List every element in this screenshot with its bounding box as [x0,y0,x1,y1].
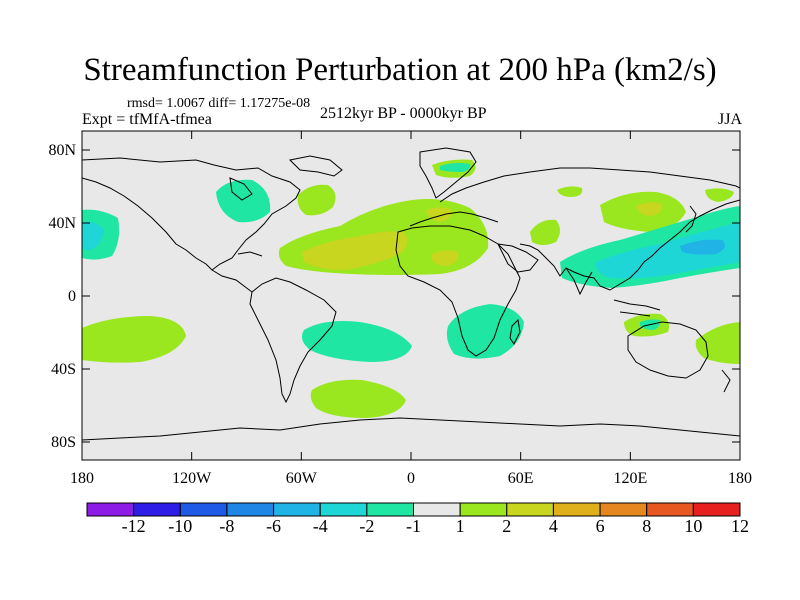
anomaly-greenland-core [440,162,471,172]
statistics-text: rmsd= 1.0067 diff= 1.17275e-08 [127,96,311,111]
anomaly-east-asia-core [636,202,663,216]
coast-east-asia [609,199,740,291]
anomaly-sahara-core [302,231,408,270]
coast-india [565,267,593,296]
coast-antarctica [82,417,740,441]
x-tick-label: 60E [508,470,534,487]
coast-north-america [82,157,301,271]
y-tick-label: 0 [68,288,76,305]
anomaly-pacific-band-deep [680,239,725,255]
colorbar-swatch [179,502,228,517]
colorbar-swatch [506,502,554,517]
x-tick-label: 120E [613,470,647,487]
colorbar-label: 6 [596,516,605,536]
y-tick-label: 80S [51,434,76,451]
colorbar-swatch [552,502,601,517]
coast-madagascar [509,318,521,345]
coast-japan [685,205,697,233]
plot-title: Streamfunction Perturbation at 200 hPa (… [83,52,717,88]
colorbar-swatch [86,502,135,517]
coast-new-zealand [721,369,731,393]
anomaly-arabia [530,219,560,245]
colorbar-label: -4 [313,516,328,536]
anomaly-sahara-core-east [432,250,459,266]
coast-europe-asia [439,167,740,203]
anomaly-south-america [302,321,412,362]
colorbar-swatch [273,502,321,517]
colorbar-label: -1 [406,516,421,536]
colorbar-label: 1 [456,516,465,536]
colorbar-swatch [599,502,648,517]
coast-australia [627,321,709,379]
anomaly-labrador [297,184,336,216]
anomaly-siberia [557,186,583,197]
coast-hudson-bay [229,177,253,201]
anomaly-pacific-band-core [595,222,740,279]
colorbar-swatch [413,502,461,517]
colorbar-swatch [133,502,181,517]
coast-arctic-islands [288,155,343,177]
coast-arabia [497,243,539,273]
coastlines [82,147,740,441]
coast-mediterranean [409,211,499,227]
y-tick-label: 40S [51,361,76,378]
anomaly-north-pacific-west [705,188,734,202]
anomaly-east-pacific-core [82,221,104,250]
colorbar-label: 8 [642,516,651,536]
x-tick-label: 0 [407,470,415,487]
colorbar-label: 2 [502,516,511,536]
colorbar-swatch [226,502,275,517]
colorbar-label: 4 [549,516,558,536]
axis-ticks: 80N 40N 0 40S 80S 180 120W 60W 0 60E 120E 180 [48,131,752,487]
anomaly-north-america-east [216,179,271,223]
x-tick-label: 120W [172,470,212,487]
anomaly-south-atlantic [310,379,406,418]
y-tick-label: 80N [48,142,76,159]
colorbar-swatch [646,502,694,517]
colorbar-label: -8 [219,516,234,536]
colorbar-label: -2 [359,516,374,536]
colorbar-swatch [366,502,415,517]
coast-africa [395,225,521,357]
anomaly-australia-east [695,322,740,364]
ocean-background [82,131,740,460]
x-tick-label: 180 [728,470,752,487]
coast-central-america [211,269,253,293]
colorbar-swatch [692,502,741,517]
experiment-label: Expt = tfMfA-tfmea [82,111,212,128]
coast-indonesia [613,299,661,317]
anomaly-south-pacific-east [82,316,186,363]
coast-caribbean [237,251,263,257]
y-tick-label: 40N [48,215,76,232]
coast-south-asia [519,243,611,291]
x-tick-label: 180 [70,470,94,487]
colorbar-label: -12 [122,516,146,536]
contour-fields [82,159,740,418]
x-tick-label: 60W [286,470,318,487]
colorbar-label: -10 [168,516,192,536]
colorbar-swatch [459,502,508,517]
coast-greenland [419,147,477,199]
colorbar: -12 -10 -8 -6 -4 -2 -1 1 2 4 6 8 10 12 [86,502,749,536]
period-label: 2512kyr BP - 0000kyr BP [320,105,487,122]
colorbar-label: -6 [266,516,281,536]
colorbar-swatch [319,502,368,517]
season-label: JJA [717,111,742,128]
coast-south-america [249,277,337,404]
colorbar-label: 12 [731,516,749,536]
colorbar-label: 10 [684,516,702,536]
